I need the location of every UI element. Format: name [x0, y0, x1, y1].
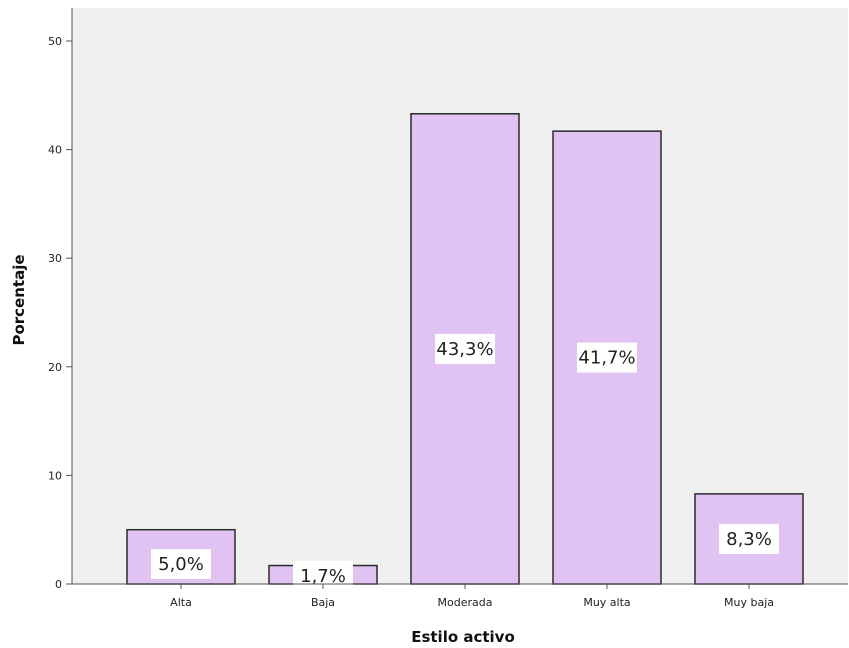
data-labels: 5,0% 1,7% 43,3% 41,7% 8,3% — [151, 333, 779, 591]
data-label: 1,7% — [300, 566, 346, 587]
y-tick-label: 40 — [48, 144, 62, 157]
y-axis-title: Porcentaje — [10, 254, 28, 345]
y-tick-label: 20 — [48, 361, 62, 374]
x-tick-label: Muy baja — [724, 596, 774, 609]
x-axis-title: Estilo activo — [411, 628, 515, 646]
y-axis-ticks: 0 10 20 30 40 50 — [48, 35, 72, 591]
y-tick-label: 10 — [48, 469, 62, 482]
data-label: 8,3% — [726, 529, 772, 550]
x-axis-ticks: Alta Baja Moderada Muy alta Muy baja — [170, 584, 774, 609]
data-label-box — [577, 342, 637, 373]
data-label: 41,7% — [578, 348, 635, 369]
y-tick-label: 0 — [55, 578, 62, 591]
data-label-box — [435, 333, 495, 364]
data-label: 43,3% — [436, 339, 493, 360]
x-tick-label: Muy alta — [583, 596, 630, 609]
data-label-box — [151, 549, 211, 579]
x-tick-label: Moderada — [438, 596, 493, 609]
x-tick-label: Baja — [311, 596, 335, 609]
x-tick-label: Alta — [170, 596, 192, 609]
y-tick-label: 50 — [48, 35, 62, 48]
data-label: 5,0% — [158, 554, 204, 575]
y-tick-label: 30 — [48, 252, 62, 265]
data-label-box — [719, 523, 779, 554]
bars — [126, 113, 804, 585]
